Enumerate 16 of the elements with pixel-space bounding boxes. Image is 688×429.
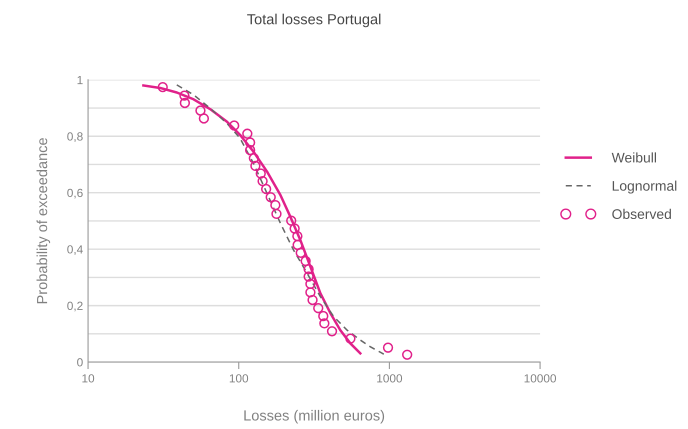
y-tick-label: 0	[77, 358, 83, 366]
legend-label: Weibull	[612, 152, 656, 163]
legend-label: Observed	[612, 208, 671, 220]
y-tick-label: 0,8	[67, 132, 83, 142]
chart-title: Total losses Portugal	[247, 14, 380, 28]
x-tick-label: 100	[230, 374, 248, 383]
legend-label: Lognormal	[612, 180, 676, 194]
y-tick-label: 0,6	[67, 188, 83, 198]
x-tick-label: 10	[82, 374, 94, 383]
y-axis-title: Probability of exceedance	[36, 138, 50, 304]
y-tick-label: 0,4	[67, 245, 83, 255]
x-tick-label: 10000	[524, 374, 556, 383]
y-tick-label: 1	[78, 76, 83, 84]
x-tick-label: 1000	[377, 374, 402, 383]
x-axis-title: Losses (million euros)	[244, 410, 384, 424]
y-tick-label: 0,2	[67, 302, 83, 312]
